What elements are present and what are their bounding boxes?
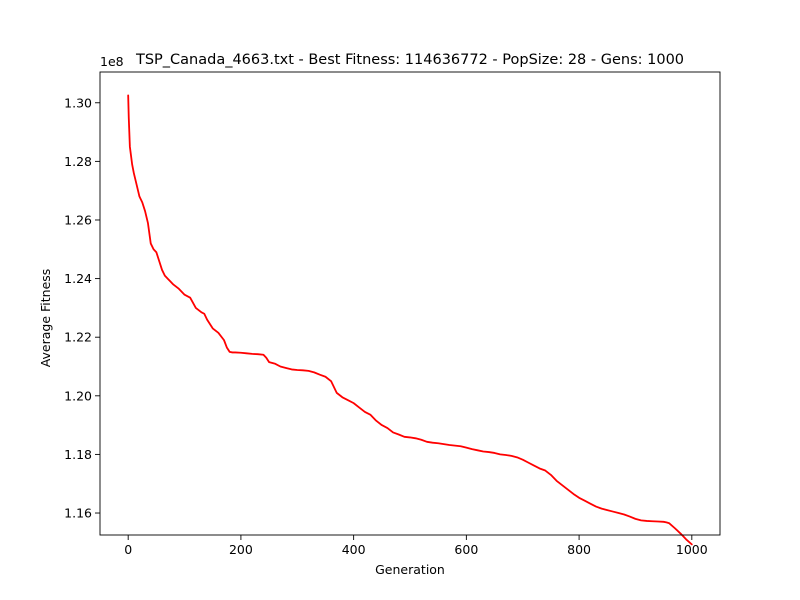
y-tick-label: 1.20 bbox=[64, 388, 92, 403]
y-tick-label: 1.18 bbox=[64, 447, 92, 462]
axes-frame bbox=[99, 71, 721, 536]
x-axis-label: Generation bbox=[375, 562, 445, 577]
y-scale-note: 1e8 bbox=[100, 54, 124, 69]
x-tick-label: 200 bbox=[229, 542, 253, 557]
y-tick-label: 1.24 bbox=[64, 271, 92, 286]
y-tick-label: 1.28 bbox=[64, 154, 92, 169]
y-tick-label: 1.30 bbox=[64, 95, 92, 110]
x-tick-label: 400 bbox=[342, 542, 366, 557]
chart-title: TSP_Canada_4663.txt - Best Fitness: 1146… bbox=[135, 52, 684, 68]
x-tick-label: 0 bbox=[124, 542, 132, 557]
y-tick-label: 1.26 bbox=[64, 212, 92, 227]
x-tick-label: 1000 bbox=[676, 542, 708, 557]
y-tick-label: 1.22 bbox=[64, 330, 92, 345]
y-tick-label: 1.16 bbox=[64, 506, 92, 521]
plot-area: 0 200 400 600 800 1000 1.16 1.18 1.20 1.22 1.24 1.2… bbox=[64, 71, 721, 557]
series-line-0 bbox=[127, 94, 693, 546]
x-tick-label: 800 bbox=[567, 542, 591, 557]
y-axis-label: Average Fitness bbox=[38, 269, 53, 368]
x-tick-label: 600 bbox=[454, 542, 478, 557]
